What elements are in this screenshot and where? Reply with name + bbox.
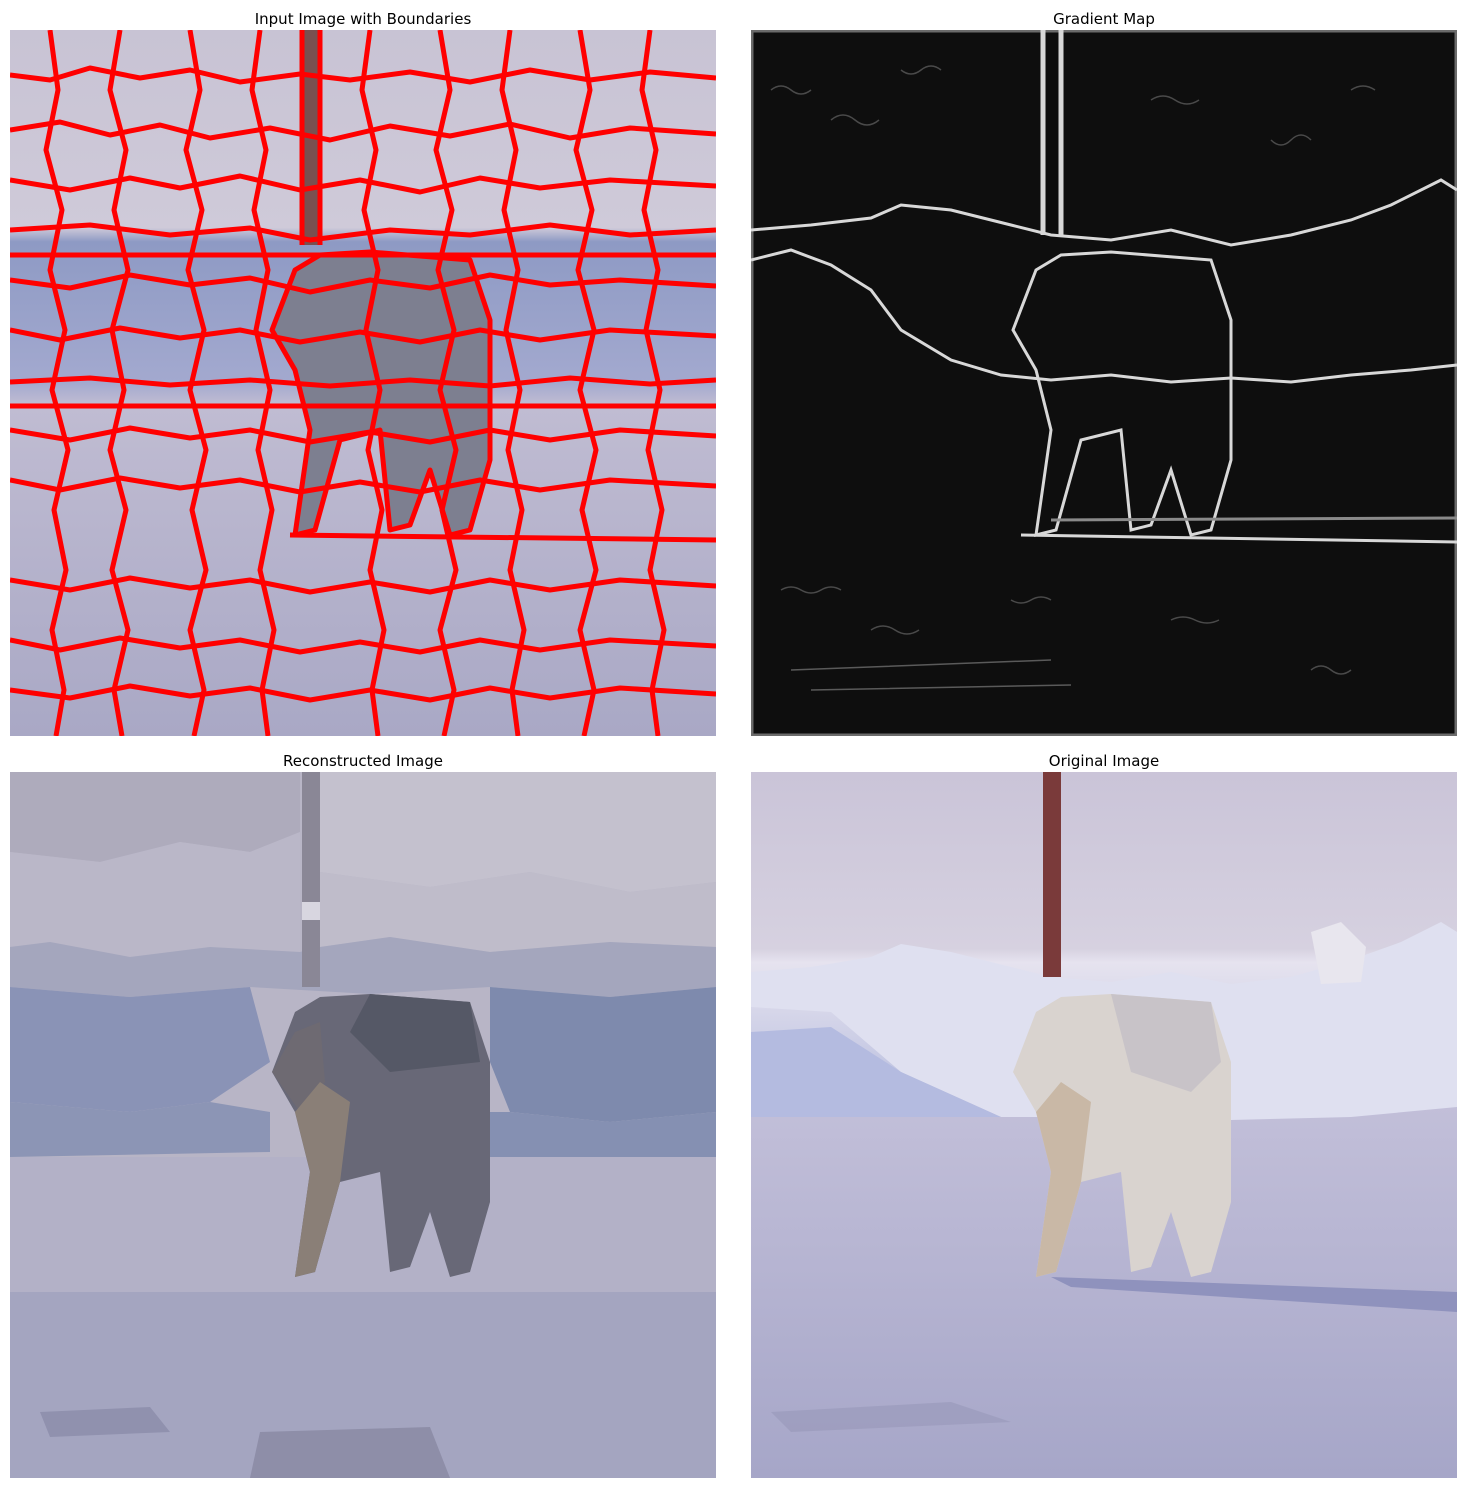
recon-regions: [10, 772, 716, 1478]
panel-title: Gradient Map: [1053, 10, 1155, 28]
panel-title: Input Image with Boundaries: [254, 10, 472, 28]
snow-bank-shadow: [751, 1027, 1001, 1117]
original-svg: [751, 772, 1457, 1478]
gradient-edges: [751, 30, 1457, 544]
panel-title: Original Image: [1048, 752, 1160, 770]
input-boundaries-image: [10, 30, 716, 736]
gradient-map-image: [751, 30, 1457, 736]
gradient-frame: [751, 30, 1457, 736]
distant-object: [1311, 922, 1366, 984]
gradient-background: [751, 30, 1457, 736]
wolf-shadow: [1051, 1277, 1457, 1312]
reconstructed-image: [10, 772, 716, 1478]
reconstructed-svg: [10, 772, 716, 1478]
recon-pole: [302, 772, 320, 987]
gradient-texture: [770, 65, 1376, 691]
panel-title: Reconstructed Image: [283, 752, 443, 770]
original-image: [751, 772, 1457, 1478]
gradient-map-svg: [751, 30, 1457, 736]
pole: [1043, 772, 1061, 977]
input-boundaries-svg: [10, 30, 716, 736]
superpixel-boundaries: [10, 30, 716, 736]
